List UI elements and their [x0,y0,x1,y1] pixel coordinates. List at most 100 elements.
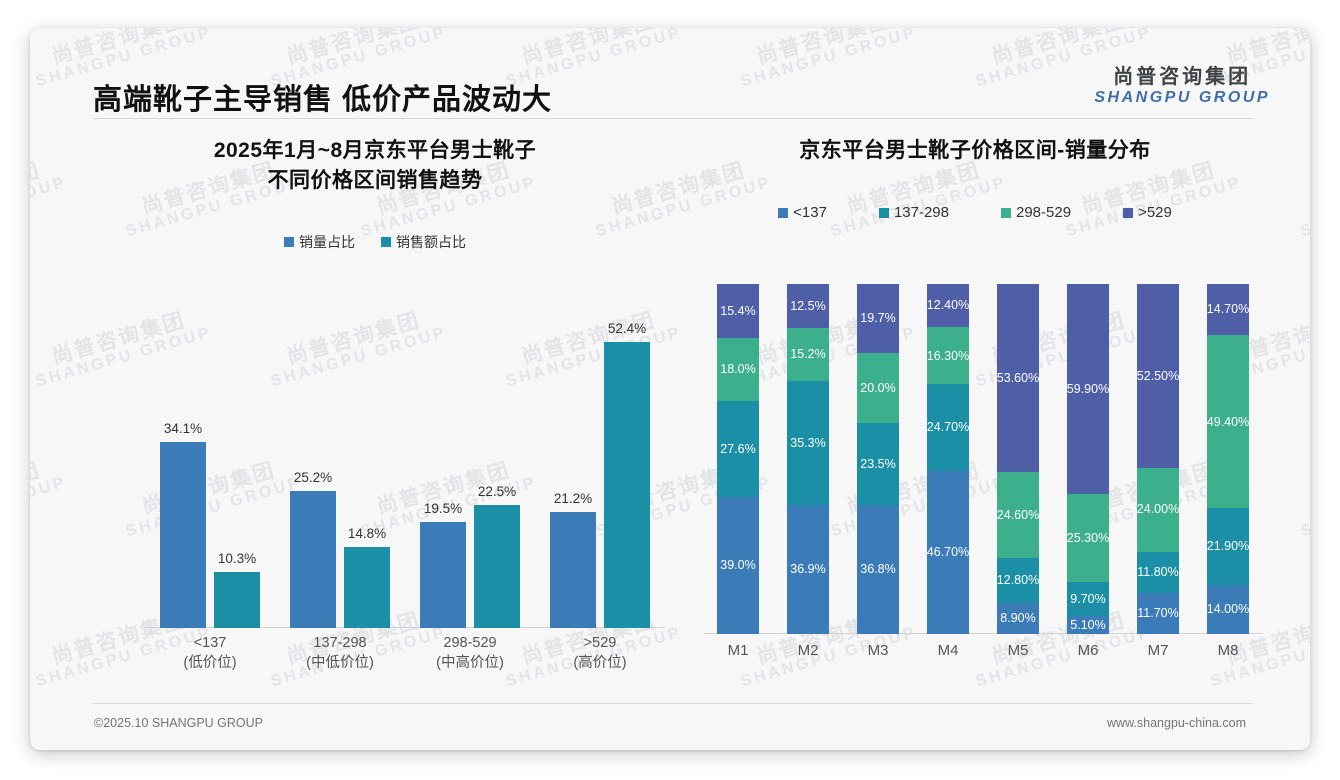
stack-segment[interactable]: 11.70% [1137,593,1179,634]
stack-segment-label: 53.60% [996,370,1040,385]
stack-segment[interactable]: 8.90% [997,602,1039,634]
stack-segment[interactable]: 36.9% [787,504,829,634]
stack-segment[interactable]: 14.70% [1206,284,1250,336]
stack-segment-label: 14.00% [1206,602,1250,617]
stack-segment[interactable]: 24.00% [1137,467,1179,552]
bar-value-label: 14.8% [347,526,387,542]
stack-segment[interactable]: 14.00% [1206,584,1250,634]
stack-segment[interactable]: 49.40% [1206,335,1250,509]
stack-segment[interactable]: 12.80% [997,557,1039,603]
stack-segment[interactable]: 25.30% [1066,493,1110,583]
legend-label: 137-298 [893,204,949,221]
stack-segment[interactable]: 46.70% [927,470,969,634]
bar[interactable] [420,521,466,628]
bar[interactable] [160,442,206,628]
stack-segment[interactable]: 5.10% [1067,616,1109,634]
stacked-bar-column[interactable]: 15.4% 18.0% 27.6% 39.0% [703,284,773,634]
bar-column[interactable]: 22.5% [474,301,520,628]
stacked-bar-column[interactable]: 12.5% 15.2% 35.3% 36.9% [773,284,843,634]
stacked-bar-column[interactable]: 59.90% 25.30% 9.70% 5.10% [1053,284,1123,634]
stack-segment[interactable]: 24.60% [996,471,1040,558]
stack-segment-label: 14.70% [1206,302,1250,317]
charts-region: 2025年1月~8月京东平台男士靴子 不同价格区间销售趋势 销量占比 销售额占比 … [30,126,1310,706]
right-chart-legend-item[interactable]: <137 [778,204,827,221]
stack-segment[interactable]: 11.80% [1137,551,1179,594]
stack-segment[interactable]: 15.4% [717,284,759,338]
brand-logo: 尚普咨询集团 SHANGPU GROUP [1094,66,1270,107]
stacked-bar[interactable]: 12.5% 15.2% 35.3% 36.9% [787,284,829,634]
bar-column[interactable]: 52.4% [604,301,650,628]
bar-column[interactable]: 14.8% [344,301,390,628]
x-axis-category-label: 137-298 (中低价位) [275,628,405,676]
stack-segment-label: 19.7% [860,311,896,326]
x-axis-month-label: M3 [867,642,889,659]
stack-segment[interactable]: 53.60% [997,284,1039,472]
stacked-bar[interactable]: 14.70% 49.40% 21.90% 14.00% [1207,284,1249,634]
bar-column[interactable]: 34.1% [160,301,206,628]
stacked-bar-column[interactable]: 52.50% 24.00% 11.80% 11.70% [1123,284,1193,634]
stacked-bar-column[interactable]: 12.40% 16.30% 24.70% 46.70% [913,284,983,634]
stack-segment[interactable]: 20.0% [857,352,899,423]
bar[interactable] [604,342,650,628]
stack-segment-label: 9.70% [1070,591,1106,606]
stacked-bar[interactable]: 15.4% 18.0% 27.6% 39.0% [717,284,759,634]
stack-segment[interactable]: 15.2% [787,327,829,382]
stack-segment[interactable]: 24.70% [927,384,969,471]
bar-column[interactable]: 10.3% [214,301,260,628]
stacked-bar-column[interactable]: 19.7% 20.0% 23.5% 36.8% [843,284,913,634]
stack-segment[interactable]: 12.5% [787,284,829,328]
stack-segment[interactable]: 21.90% [1207,508,1249,585]
stack-segment[interactable]: 52.50% [1137,284,1179,468]
bar[interactable] [344,547,390,628]
left-chart-legend-item[interactable]: 销售额占比 [381,232,466,252]
stacked-bar[interactable]: 19.7% 20.0% 23.5% 36.8% [857,284,899,634]
x-axis-month-label: M8 [1217,642,1239,659]
bar-column[interactable]: 19.5% [420,301,466,628]
bar-value-label: 22.5% [477,484,517,500]
stack-segment[interactable]: 9.70% [1067,582,1109,617]
right-chart-legend-item[interactable]: 137-298 [878,204,949,221]
bar-column[interactable]: 25.2% [290,301,336,628]
x-axis-category-label: >529 (高价位) [535,628,665,676]
stack-segment-label: 24.60% [996,507,1040,522]
stack-segment[interactable]: 39.0% [717,497,759,634]
stack-segment[interactable]: 18.0% [717,337,759,401]
stack-segment[interactable]: 16.30% [927,327,969,385]
stacked-bar[interactable]: 59.90% 25.30% 9.70% 5.10% [1067,284,1109,634]
stack-segment[interactable]: 23.5% [857,422,899,506]
bar[interactable] [474,505,520,628]
x-axis-category-range: >529 [583,635,617,651]
bar[interactable] [214,571,260,628]
stacked-bar[interactable]: 12.40% 16.30% 24.70% 46.70% [927,284,969,634]
stack-segment-label: 25.30% [1066,530,1110,545]
stacked-bar[interactable]: 52.50% 24.00% 11.80% 11.70% [1137,284,1179,634]
left-chart-legend: 销量占比 销售额占比 [75,232,675,252]
x-axis-month-label: M1 [727,642,749,659]
chart-panel-right: 京东平台男士靴子价格区间-销量分布 <137 137-298 298-529 >529… [675,126,1275,706]
stacked-bar[interactable]: 53.60% 24.60% 12.80% 8.90% [997,284,1039,634]
x-axis-month-label: M6 [1077,642,1099,659]
right-chart-legend-item[interactable]: >529 [1123,204,1172,221]
stack-segment[interactable]: 19.7% [857,284,899,353]
right-chart-axis-line [703,633,1263,634]
stacked-bar-column[interactable]: 53.60% 24.60% 12.80% 8.90% [983,284,1053,634]
stack-segment[interactable]: 12.40% [927,284,969,328]
stack-segment-label: 49.40% [1206,414,1250,429]
stack-segment[interactable]: 27.6% [717,400,759,498]
stack-segment[interactable]: 35.3% [787,381,829,505]
right-chart-legend-item[interactable]: 298-529 [1001,204,1071,221]
bar-value-label: 25.2% [293,469,333,485]
stack-segment-label: 20.0% [860,380,896,395]
stack-segment[interactable]: 59.90% [1067,284,1109,494]
legend-label: 298-529 [1016,204,1072,221]
bar-column[interactable]: 21.2% [550,301,596,628]
bar[interactable] [550,512,596,628]
stacked-bar-column[interactable]: 14.70% 49.40% 21.90% 14.00% [1193,284,1263,634]
stack-segment[interactable]: 36.8% [857,505,899,634]
bar[interactable] [290,490,336,628]
left-chart-legend-item[interactable]: 销量占比 [284,232,355,252]
right-chart-legend: <137 137-298 298-529 >529 [675,204,1275,221]
x-axis-category-sublabel: (高价位) [573,654,627,671]
legend-swatch-icon [1001,207,1011,218]
left-chart-bar-groups: 34.1% 10.3% 25.2% 14.8% 19.5% 22.5% 21.2% 52.4% [145,301,665,628]
